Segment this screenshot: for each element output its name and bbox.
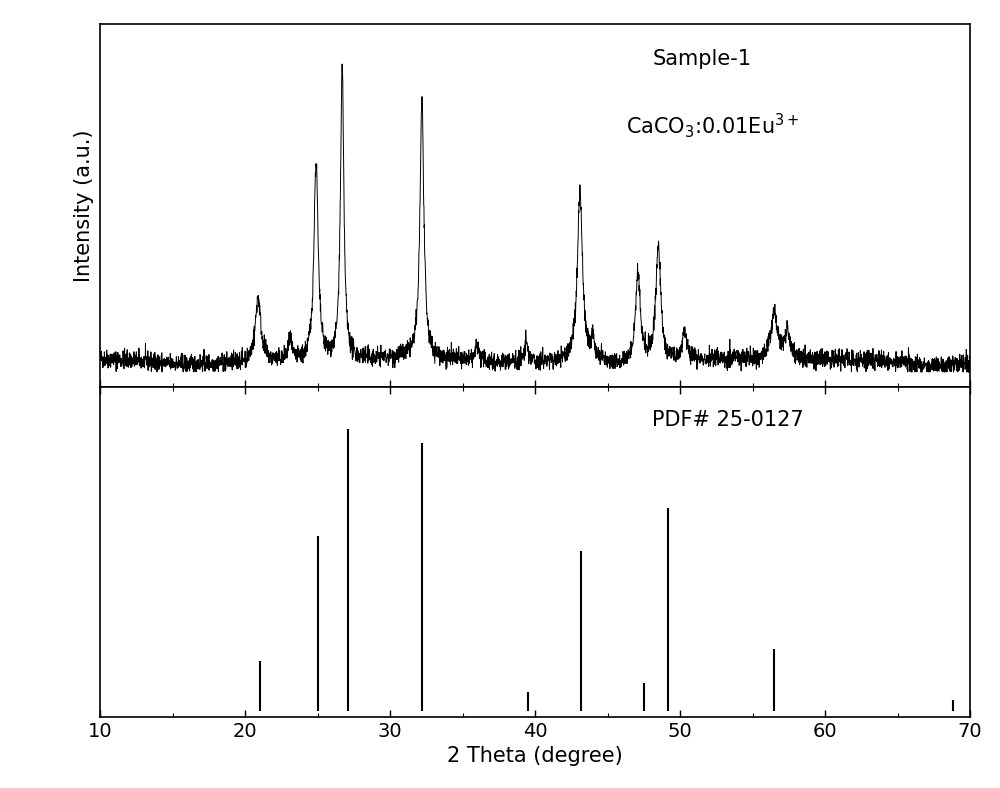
- Text: CaCO$_3$:0.01Eu$^{3+}$: CaCO$_3$:0.01Eu$^{3+}$: [626, 111, 800, 139]
- Y-axis label: Intensity (a.u.): Intensity (a.u.): [74, 129, 94, 281]
- Text: PDF# 25-0127: PDF# 25-0127: [652, 410, 804, 430]
- X-axis label: 2 Theta (degree): 2 Theta (degree): [447, 746, 623, 767]
- Text: Sample-1: Sample-1: [652, 49, 751, 69]
